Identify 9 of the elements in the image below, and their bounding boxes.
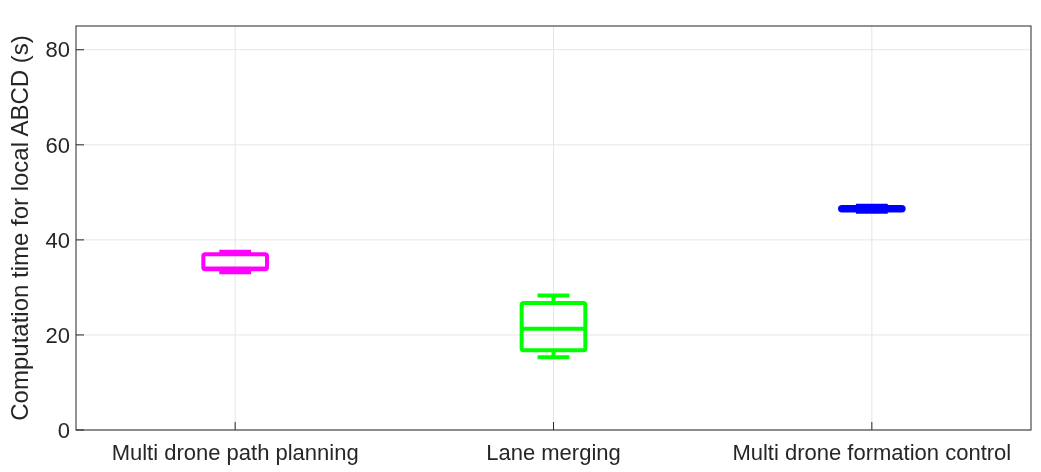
y-tick-label: 0: [57, 417, 70, 443]
y-tick-label: 40: [45, 227, 70, 253]
x-tick-label: Multi drone formation control: [732, 440, 1012, 465]
y-tick-label: 60: [45, 132, 70, 158]
x-tick-label: Multi drone path planning: [111, 440, 359, 465]
y-tick-label: 20: [45, 322, 70, 348]
x-tick-label: Lane merging: [486, 440, 621, 465]
y-tick-label: 80: [45, 37, 70, 63]
y-axis-title: Computation time for local ABCD (s): [6, 35, 33, 421]
